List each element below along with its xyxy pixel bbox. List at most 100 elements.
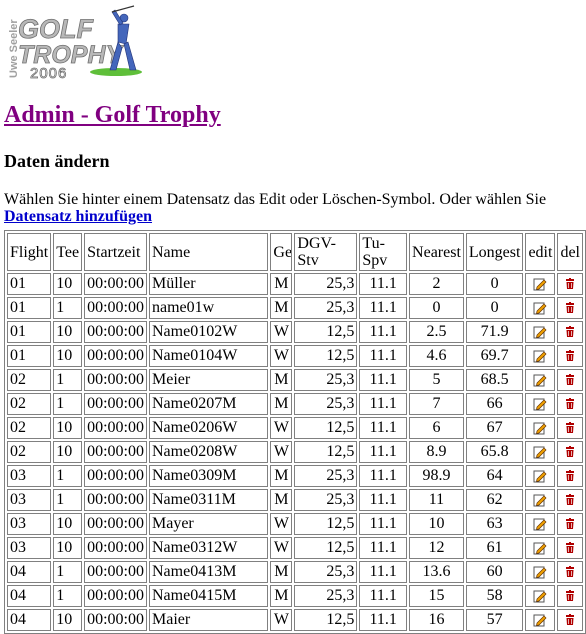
pencil-icon[interactable] <box>533 589 547 603</box>
nearest-cell: 2 <box>409 273 464 295</box>
gender-cell: W <box>270 321 293 343</box>
nearest-cell: 7 <box>409 393 464 415</box>
flight-cell: 03 <box>7 537 52 559</box>
table-row: 04 1 00:00:00 Name0413M M 25,3 11.1 13.6 60 <box>7 561 583 583</box>
gender-cell: W <box>270 345 293 367</box>
table-row: 02 10 00:00:00 Name0206W W 12,5 11.1 6 67 <box>7 417 583 439</box>
trash-icon[interactable] <box>563 325 577 339</box>
nearest-cell: 10 <box>409 513 464 535</box>
longest-cell: 57 <box>465 609 524 631</box>
flight-cell: 03 <box>7 513 52 535</box>
tee-cell: 1 <box>53 489 83 511</box>
edit-cell <box>525 345 556 367</box>
dgv-stv-cell: 25,3 <box>294 585 358 607</box>
name-cell: Maier <box>148 609 269 631</box>
pencil-icon[interactable] <box>533 541 547 555</box>
tu-spv-cell: 11.1 <box>359 561 408 583</box>
pencil-icon[interactable] <box>533 373 547 387</box>
tu-spv-cell: 11.1 <box>359 609 408 631</box>
longest-cell: 60 <box>465 561 524 583</box>
trash-icon[interactable] <box>563 277 577 291</box>
trash-icon[interactable] <box>563 421 577 435</box>
trash-icon[interactable] <box>563 493 577 507</box>
trash-icon[interactable] <box>563 613 577 627</box>
table-row: 02 1 00:00:00 Meier M 25,3 11.1 5 68.5 <box>7 369 583 391</box>
nearest-cell: 8.9 <box>409 441 464 463</box>
pencil-icon[interactable] <box>533 493 547 507</box>
dgv-stv-cell: 12,5 <box>294 609 358 631</box>
trash-icon[interactable] <box>563 565 577 579</box>
pencil-icon[interactable] <box>533 349 547 363</box>
gender-cell: W <box>270 513 293 535</box>
tee-cell: 1 <box>53 393 83 415</box>
edit-cell <box>525 465 556 487</box>
delete-cell <box>557 585 583 607</box>
tee-cell: 1 <box>53 465 83 487</box>
longest-cell: 71.9 <box>465 321 524 343</box>
delete-cell <box>557 609 583 631</box>
flight-cell: 01 <box>7 345 52 367</box>
startzeit-cell: 00:00:00 <box>84 585 147 607</box>
pencil-icon[interactable] <box>533 397 547 411</box>
trash-icon[interactable] <box>563 301 577 315</box>
dgv-stv-cell: 12,5 <box>294 441 358 463</box>
flight-cell: 02 <box>7 441 52 463</box>
longest-cell: 62 <box>465 489 524 511</box>
delete-cell <box>557 321 583 343</box>
pencil-icon[interactable] <box>533 445 547 459</box>
pencil-icon[interactable] <box>533 517 547 531</box>
header-tee: Tee <box>53 233 83 271</box>
pencil-icon[interactable] <box>533 421 547 435</box>
trash-icon[interactable] <box>563 541 577 555</box>
header-longest: Longest <box>465 233 524 271</box>
tu-spv-cell: 11.1 <box>359 585 408 607</box>
pencil-icon[interactable] <box>533 469 547 483</box>
tee-cell: 1 <box>53 297 83 319</box>
longest-cell: 66 <box>465 393 524 415</box>
gender-cell: M <box>270 489 293 511</box>
trash-icon[interactable] <box>563 469 577 483</box>
delete-cell <box>557 369 583 391</box>
pencil-icon[interactable] <box>533 301 547 315</box>
tee-cell: 10 <box>53 417 83 439</box>
tu-spv-cell: 11.1 <box>359 321 408 343</box>
pencil-icon[interactable] <box>533 325 547 339</box>
nearest-cell: 11 <box>409 489 464 511</box>
pencil-icon[interactable] <box>533 277 547 291</box>
pencil-icon[interactable] <box>533 565 547 579</box>
add-record-link[interactable]: Datensatz hinzufügen <box>4 208 153 225</box>
gender-cell: W <box>270 537 293 559</box>
tee-cell: 1 <box>53 369 83 391</box>
gender-cell: M <box>270 465 293 487</box>
delete-cell <box>557 441 583 463</box>
delete-cell <box>557 345 583 367</box>
page-title[interactable]: Admin - Golf Trophy <box>4 102 221 128</box>
nearest-cell: 15 <box>409 585 464 607</box>
trash-icon[interactable] <box>563 517 577 531</box>
startzeit-cell: 00:00:00 <box>84 441 147 463</box>
edit-cell <box>525 321 556 343</box>
name-cell: Name0102W <box>148 321 269 343</box>
tu-spv-cell: 11.1 <box>359 393 408 415</box>
trash-icon[interactable] <box>563 349 577 363</box>
pencil-icon[interactable] <box>533 613 547 627</box>
name-cell: Name0206W <box>148 417 269 439</box>
name-cell: Name0312W <box>148 537 269 559</box>
gender-cell: W <box>270 609 293 631</box>
table-header-row: Flight Tee Startzeit Name Ge DGV-Stv Tu-… <box>7 233 583 271</box>
nearest-cell: 2.5 <box>409 321 464 343</box>
trash-icon[interactable] <box>563 397 577 411</box>
name-cell: Name0104W <box>148 345 269 367</box>
nearest-cell: 98.9 <box>409 465 464 487</box>
edit-cell <box>525 417 556 439</box>
startzeit-cell: 00:00:00 <box>84 417 147 439</box>
tu-spv-cell: 11.1 <box>359 441 408 463</box>
tee-cell: 10 <box>53 273 83 295</box>
trash-icon[interactable] <box>563 589 577 603</box>
trash-icon[interactable] <box>563 373 577 387</box>
flight-cell: 02 <box>7 369 52 391</box>
dgv-stv-cell: 25,3 <box>294 489 358 511</box>
trash-icon[interactable] <box>563 445 577 459</box>
tee-cell: 10 <box>53 609 83 631</box>
edit-cell <box>525 369 556 391</box>
